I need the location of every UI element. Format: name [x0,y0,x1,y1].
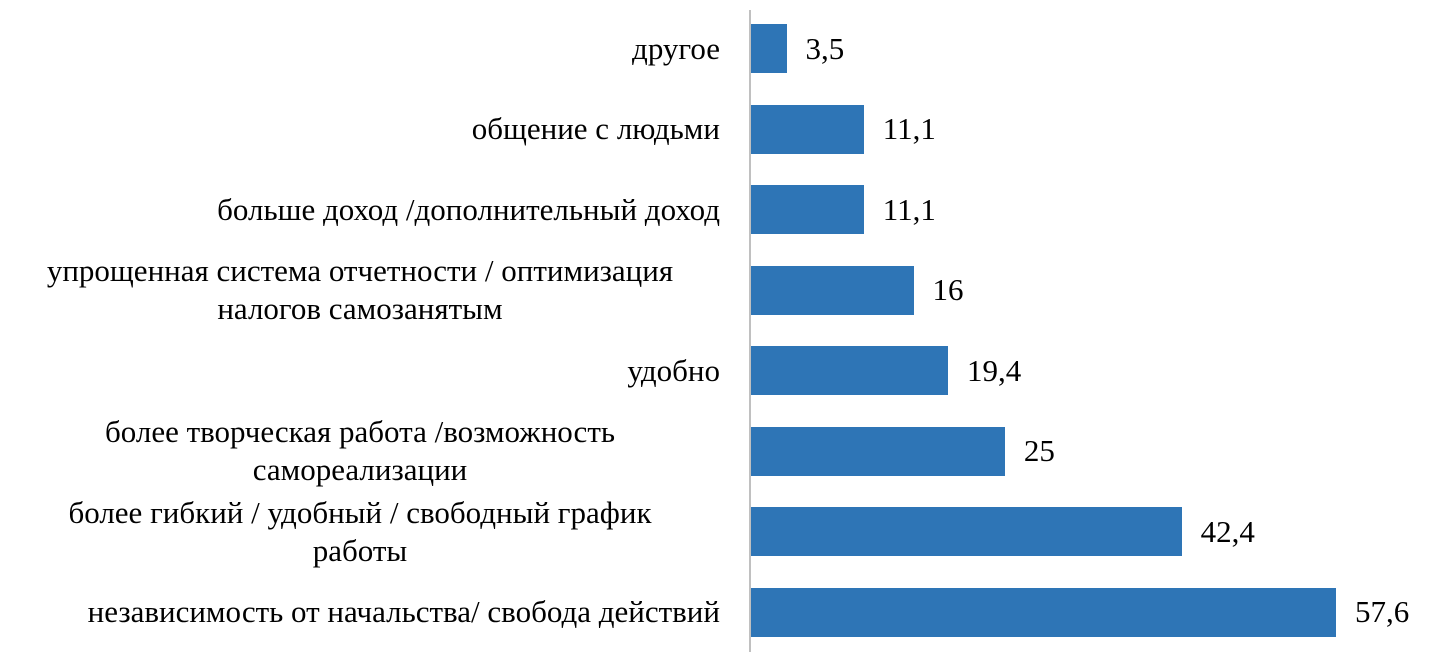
category-label: упрощенная система отчетности / оптимиза… [46,253,674,326]
category-label: более гибкий / удобный / свободный графи… [68,494,652,568]
category-label: удобно [627,352,720,388]
bar [751,426,1005,476]
category-axis-line [749,10,751,652]
category-label: общение с людьми [471,111,720,146]
data-label: 19,4 [967,352,1022,388]
bar [751,507,1182,556]
bar [751,24,787,73]
bar [751,587,1336,637]
category-label: другое [632,30,720,66]
category-label: больше доход /дополнительный доход [217,191,720,227]
data-label: 42,4 [1200,513,1255,549]
bar [751,265,914,315]
data-label: 16 [932,272,964,307]
data-label: 25 [1023,433,1055,468]
category-label: более творческая работа /возможность сам… [104,414,616,487]
data-label: 11,1 [882,111,936,146]
data-label: 57,6 [1355,594,1410,629]
bar [751,346,949,395]
category-label: независимость от начальства/ свобода дей… [87,594,720,629]
data-label: 3,5 [805,30,845,66]
bar [751,104,864,154]
bar [751,185,864,234]
data-label: 11,1 [882,191,936,227]
